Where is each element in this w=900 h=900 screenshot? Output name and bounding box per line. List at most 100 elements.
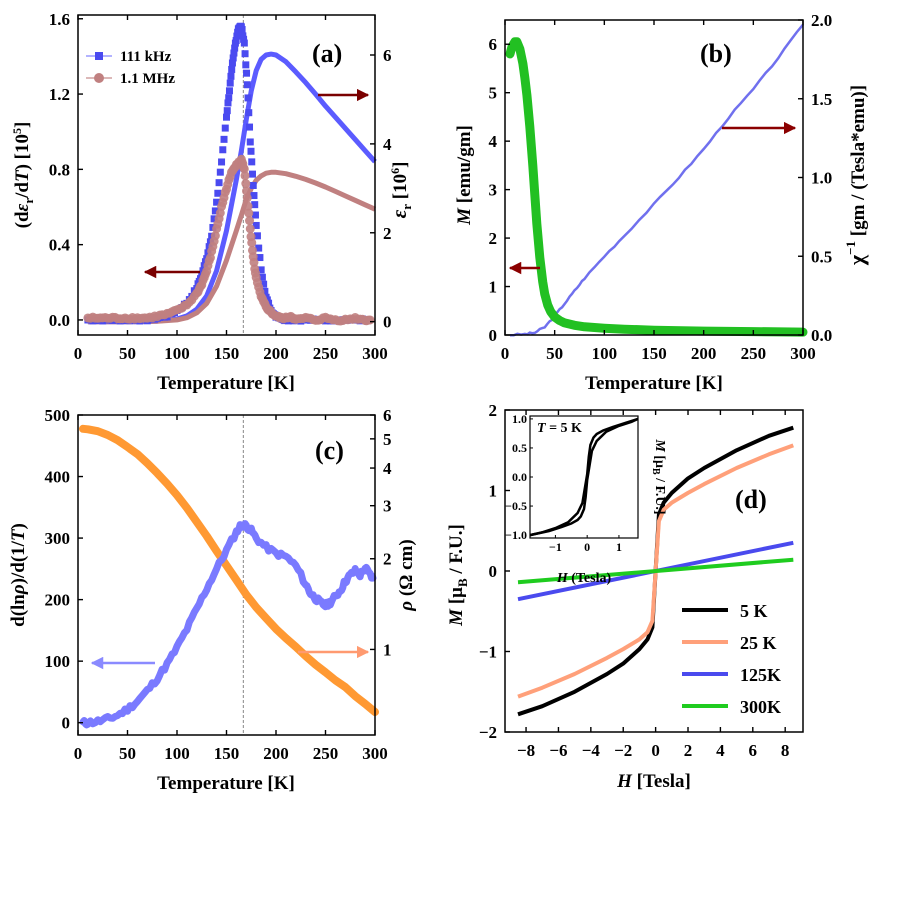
- point: [261, 287, 269, 295]
- inset-branch-upper: [529, 417, 639, 537]
- a-yl-tick-label: 0.4: [49, 236, 71, 255]
- b-x-tick-label: 50: [546, 344, 563, 363]
- panel-b-ylabel-right: χ−1 [gm / (Tesla*emu)]: [843, 85, 869, 266]
- point: [228, 59, 236, 67]
- a-x-tick-label: 150: [214, 344, 240, 363]
- point: [226, 79, 234, 87]
- c-yr-tick-label: 3: [383, 497, 392, 516]
- a-yl-tick-label: 0.0: [49, 311, 70, 330]
- b-yr-tick-label: 0.5: [811, 247, 832, 266]
- b-x-tick-label: 150: [641, 344, 667, 363]
- legend-square-marker: [95, 52, 103, 60]
- point: [251, 211, 259, 219]
- point: [223, 113, 230, 121]
- b-yl-tick-label: 4: [489, 132, 498, 151]
- d-x-tick-label: −8: [517, 741, 535, 760]
- point: [239, 164, 249, 174]
- point: [221, 124, 229, 132]
- point: [238, 25, 246, 33]
- inset-y-tick-label: 1.0: [512, 412, 527, 426]
- panel-c-data: [79, 415, 379, 735]
- series-1-1-mhz-derivative: [83, 154, 375, 326]
- c-x-tick-label: 300: [362, 744, 388, 763]
- d-x-tick-label: −6: [549, 741, 567, 760]
- d-x-tick-label: 0: [651, 741, 660, 760]
- point: [230, 49, 238, 57]
- point: [244, 208, 254, 218]
- point: [251, 201, 259, 209]
- series-derivative: [79, 520, 377, 729]
- point: [365, 315, 375, 325]
- legend-1-1mhz: 1.1 MHz: [120, 71, 175, 87]
- panel-a-ticks: 0 50 100 150 200 250 300 0.0 0.4 0.8 1.2 1.6 0 2 4 6: [49, 10, 392, 363]
- c-x-tick-label: 200: [263, 744, 289, 763]
- panel-c: 0 50 100 150 200 250 300 0 100 200 300 400 500 1 2 3 4 5 6…: [8, 406, 417, 794]
- a-yr-tick-label: 2: [383, 224, 392, 243]
- inset-xlabel: H (Tesla): [556, 571, 612, 586]
- d-x-tick-label: −2: [614, 741, 632, 760]
- inset-x-tick-label: −1: [549, 540, 562, 554]
- panel-a-ylabel-left: (dεr/dT) [105]: [10, 122, 36, 229]
- point: [214, 189, 222, 197]
- inset-branch-lower: [529, 417, 639, 537]
- b-yl-tick-label: 0: [489, 326, 498, 345]
- point: [249, 181, 257, 189]
- a-yl-tick-label: 1.2: [49, 85, 70, 104]
- c-x-tick-label: 250: [313, 744, 339, 763]
- inset-y-tick-label: −1.0: [505, 528, 527, 542]
- panel-a-ylabel-right: εr [106]: [387, 162, 414, 219]
- inset-x-tick-label: 1: [616, 540, 622, 554]
- point: [241, 179, 251, 189]
- point: [255, 244, 263, 252]
- d-y-tick-label: 1: [489, 482, 498, 501]
- point: [225, 94, 233, 102]
- series-magnetization: [505, 37, 808, 337]
- c-yr-tick-label: 1: [383, 640, 392, 659]
- point: [248, 170, 256, 178]
- panel-a-data: [83, 15, 377, 335]
- panel-label-b: (b): [700, 39, 732, 68]
- b-yr-tick-label: 1.0: [811, 169, 832, 188]
- point: [260, 280, 268, 288]
- point: [245, 224, 255, 234]
- a-yl-tick-label: 1.6: [49, 10, 70, 29]
- d-x-tick-label: 2: [684, 741, 693, 760]
- panel-a-xlabel: Temperature [K]: [157, 373, 295, 394]
- b-x-tick-label: 250: [741, 344, 767, 363]
- b-x-tick-label: 200: [691, 344, 717, 363]
- point: [248, 158, 256, 166]
- point: [242, 193, 252, 203]
- a-x-tick-label: 0: [74, 344, 83, 363]
- d-x-tick-label: 6: [749, 741, 758, 760]
- c-yr-tick-label: 2: [383, 550, 392, 569]
- c-yl-tick-label: 200: [45, 591, 71, 610]
- b-yl-tick-label: 6: [489, 35, 498, 54]
- a-yl-tick-label: 0.8: [49, 160, 70, 179]
- point: [215, 179, 223, 187]
- point: [247, 147, 255, 155]
- point: [243, 81, 251, 89]
- point: [210, 231, 220, 241]
- b-yl-tick-label: 1: [489, 278, 498, 297]
- panel-d-legend: 5 K 25 K 125K 300K: [682, 601, 781, 717]
- d-x-tick-label: −4: [582, 741, 601, 760]
- point: [232, 37, 240, 45]
- c-yr-tick-label: 5: [383, 430, 392, 449]
- panel-c-ylabel-left: d(lnρ)/d(1/T): [8, 523, 29, 627]
- a-x-tick-label: 250: [313, 344, 339, 363]
- point: [244, 94, 252, 102]
- panel-d-xlabel: H [Tesla]: [616, 771, 691, 792]
- inset-data: [529, 417, 639, 537]
- a-x-tick-label: 300: [362, 344, 388, 363]
- point: [240, 35, 248, 43]
- b-yl-tick-label: 3: [489, 181, 498, 200]
- d-x-tick-label: 4: [716, 741, 725, 760]
- inset-y-tick-label: −0.5: [505, 499, 527, 513]
- point: [219, 146, 227, 154]
- point: [258, 273, 266, 281]
- point: [227, 72, 235, 80]
- series-chi-inverse: [510, 23, 804, 337]
- point: [233, 32, 241, 40]
- d-y-tick-label: −1: [479, 643, 497, 662]
